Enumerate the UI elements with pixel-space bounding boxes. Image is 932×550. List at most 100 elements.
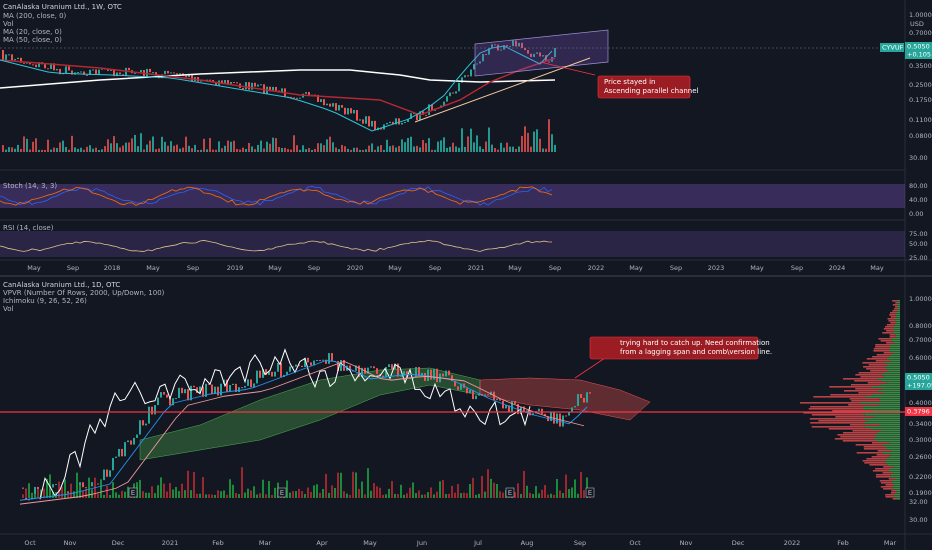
volume-bar (91, 489, 93, 498)
volume-bar (436, 491, 438, 498)
candle (22, 487, 24, 489)
vpvr-bar (883, 328, 894, 330)
candle (413, 113, 415, 115)
time-axis-label: Aug (521, 539, 534, 547)
candle (335, 103, 337, 111)
volume-bar (289, 492, 291, 498)
rsi-axis-label: 25.00 (909, 254, 928, 262)
candle (121, 448, 123, 457)
candle (152, 72, 154, 74)
candle (340, 360, 342, 372)
candle (292, 366, 294, 368)
vpvr-bar (855, 374, 883, 376)
candle (247, 379, 249, 386)
price-axis-label: 0.0800 (909, 132, 932, 140)
candle (175, 398, 177, 400)
volume-bar (479, 146, 481, 152)
candle (296, 97, 298, 99)
volume-bar (476, 135, 478, 152)
conversion-line (19, 360, 588, 501)
candle (97, 483, 99, 485)
volume-bar (529, 492, 531, 498)
volume-bar (380, 145, 382, 152)
vpvr-bar (893, 472, 900, 474)
volume-bar (172, 489, 174, 498)
candle (337, 361, 339, 372)
candle (386, 122, 388, 125)
volume-bar (14, 148, 16, 152)
vpvr-bar (880, 486, 893, 488)
vpvr-bar (888, 442, 900, 444)
candle (95, 69, 97, 75)
volume-bar (314, 148, 316, 152)
volume-bar (64, 479, 66, 498)
candle (448, 370, 450, 376)
volume-bar (358, 488, 360, 498)
price-axis-label: 0.1750 (909, 96, 932, 104)
candle (205, 383, 207, 397)
candle (265, 369, 267, 375)
time-axis-label: Mar (259, 539, 272, 547)
volume-bar (257, 144, 259, 152)
vpvr-bar (873, 350, 890, 352)
time-axis-label: Oct (24, 539, 36, 547)
volume-bar (128, 142, 130, 152)
vpvr-bar (867, 420, 900, 422)
candle (178, 387, 180, 399)
volume-bar (241, 467, 243, 498)
vpvr-bar (863, 366, 886, 368)
vpvr-bar (890, 354, 900, 356)
candle (134, 72, 136, 74)
volume-bar (185, 136, 187, 152)
rsi-axis-label: 75.00 (909, 230, 928, 238)
volume-bar (229, 479, 231, 498)
candle (167, 70, 169, 74)
vpvr-bar (889, 470, 900, 472)
volume-bar (559, 490, 561, 498)
vpvr-bar (896, 490, 900, 492)
candle (464, 75, 466, 78)
volume-bar (178, 491, 180, 498)
vpvr-bar (862, 460, 886, 462)
candle (272, 86, 274, 92)
volume-bar (524, 126, 526, 152)
price-axis-label: 0.1900 (909, 489, 932, 497)
annotation-pointer (539, 61, 596, 76)
candle (371, 120, 373, 127)
candle (452, 92, 454, 94)
vpvr-bar (893, 488, 900, 490)
candle (187, 389, 189, 401)
candle (353, 110, 355, 114)
candle (14, 59, 16, 61)
candle (460, 383, 462, 390)
volume-bar (442, 479, 444, 498)
volume-bar (263, 148, 265, 152)
price-tag (905, 373, 932, 390)
vpvr-bar (890, 346, 900, 348)
vpvr-bar (892, 300, 897, 302)
candle (467, 75, 469, 77)
volume-bar (413, 146, 415, 152)
candle (53, 63, 55, 71)
volume-bar (116, 143, 118, 152)
vpvr-bar (856, 452, 883, 454)
volume-bar (458, 147, 460, 152)
vpvr-bar (887, 464, 900, 466)
vpvr-bar (830, 394, 873, 396)
time-axis-label: Apr (316, 539, 328, 547)
candle (502, 400, 504, 409)
price-axis-label: 0.3000 (909, 436, 932, 444)
volume-bar (421, 494, 423, 498)
volume-bar (313, 485, 315, 498)
candle (277, 362, 279, 372)
volume-bar (62, 140, 64, 152)
vpvr-bar (896, 300, 900, 302)
volume-bar (373, 483, 375, 498)
volume-bar (332, 142, 334, 152)
stoch-axis-label: 0.00 (909, 210, 923, 218)
time-axis-label: 2021 (162, 539, 179, 547)
vpvr-bar (894, 494, 900, 496)
volume-bar (106, 485, 108, 498)
volume-bar (400, 484, 402, 498)
